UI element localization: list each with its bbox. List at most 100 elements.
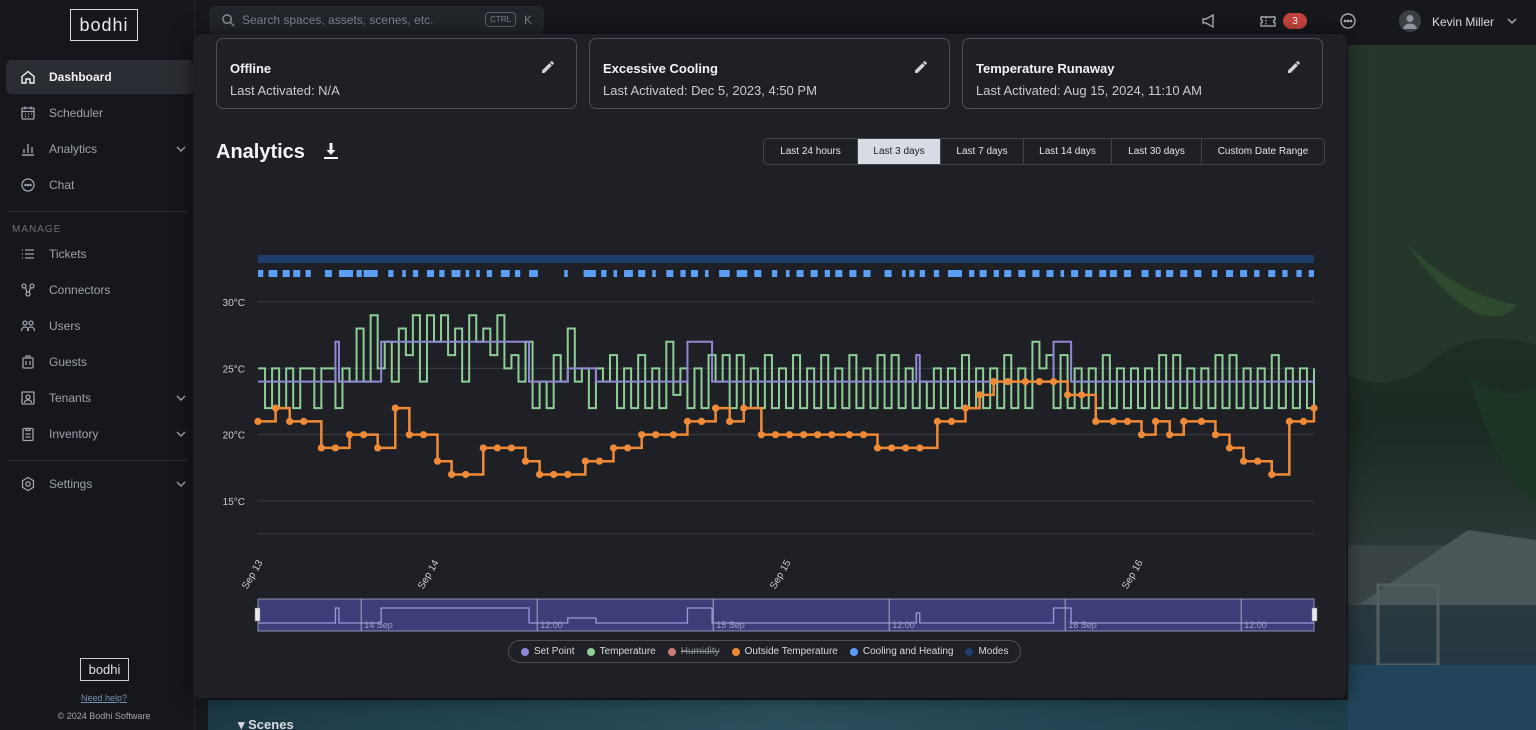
legend-item[interactable]: Modes xyxy=(965,646,1008,657)
cooling-heating-bar xyxy=(1308,270,1314,277)
legend-item[interactable]: Humidity xyxy=(667,646,720,657)
navigator-handle-left[interactable] xyxy=(254,607,261,622)
cooling-heating-bar xyxy=(1180,270,1188,277)
app-logo[interactable]: bodhi xyxy=(70,9,138,41)
sidebar-item-label: Analytics xyxy=(49,142,98,156)
megaphone-icon[interactable] xyxy=(1200,12,1218,30)
cooling-heating-bar xyxy=(476,270,480,277)
sidebar-item-inventory[interactable]: Inventory xyxy=(6,417,194,451)
analytics-chart[interactable]: 15°C 20°C 25°C 30°C Sep 13 Sep 14 Sep 15 Sep 16… xyxy=(193,34,1347,698)
range-button[interactable]: Last 24 hours xyxy=(764,139,858,164)
cooling-heating-bar xyxy=(402,270,406,277)
outside-temperature-point xyxy=(1254,457,1262,465)
cooling-heating-bar xyxy=(1155,270,1161,277)
range-button[interactable]: Last 30 days xyxy=(1112,139,1202,164)
outside-temperature-point xyxy=(448,470,456,479)
cooling-heating-bar xyxy=(902,270,906,277)
need-help-link[interactable]: Need help? xyxy=(80,693,128,703)
range-button[interactable]: Custom Date Range xyxy=(1217,146,1309,157)
navigator-handle-right[interactable] xyxy=(1311,607,1318,622)
chevron-down-icon[interactable] xyxy=(174,477,188,491)
outside-temperature-point xyxy=(331,444,340,452)
edit-icon[interactable] xyxy=(540,59,556,75)
cooling-heating-bar xyxy=(338,270,354,277)
footer-logo: bodhi xyxy=(80,658,129,681)
outside-temperature-point xyxy=(433,457,442,465)
sidebar-item-tickets[interactable]: Tickets xyxy=(6,237,194,271)
sidebar-item-settings[interactable]: Settings xyxy=(6,467,194,501)
outside-temperature-point xyxy=(771,431,780,439)
alert-title: Excessive Cooling xyxy=(603,61,718,76)
sidebar-item-guests[interactable]: Guests xyxy=(6,345,194,379)
cooling-heating-bar xyxy=(583,270,596,277)
outside-temperature-point xyxy=(1197,417,1205,425)
outside-temperature-point xyxy=(961,404,970,412)
outside-temperature-point xyxy=(1049,378,1058,386)
legend-swatch xyxy=(667,647,676,656)
navigator xyxy=(257,598,1315,632)
legend-item[interactable]: Temperature xyxy=(586,646,656,657)
divider xyxy=(6,460,188,461)
chart-legend: Set Point Temperature Humidity Outside T… xyxy=(508,640,1022,663)
user-name[interactable]: Kevin Miller xyxy=(1432,15,1495,29)
sidebar-item-chat[interactable]: Chat xyxy=(6,168,194,202)
outside-temperature-point xyxy=(609,444,618,452)
legend-item[interactable]: Outside Temperature xyxy=(731,646,838,657)
edit-icon[interactable] xyxy=(913,59,929,75)
outside-temperature-point xyxy=(785,431,794,439)
sidebar-item-connectors[interactable]: Connectors xyxy=(6,273,194,307)
range-button[interactable]: Last 7 days xyxy=(941,139,1024,164)
outside-temperature-point xyxy=(1092,417,1100,425)
cooling-heating-bar xyxy=(666,270,674,277)
cooling-heating-bar xyxy=(1085,270,1093,277)
sidebar-item-dashboard[interactable]: Dashboard xyxy=(6,60,194,94)
sidebar-item-users[interactable]: Users xyxy=(6,309,194,343)
cooling-heating-bar xyxy=(849,270,857,277)
divider xyxy=(6,211,188,212)
cooling-heating-bar xyxy=(1211,270,1218,277)
cooling-heating-bar xyxy=(638,270,646,277)
cooling-heating-bar xyxy=(1123,270,1131,277)
sidebar-item-label: Dashboard xyxy=(49,70,112,84)
cooling-heating-bar xyxy=(1032,270,1040,277)
sidebar-item-analytics[interactable]: Analytics xyxy=(6,132,194,166)
chevron-down-icon[interactable] xyxy=(1505,14,1519,28)
user-icon xyxy=(1403,15,1417,29)
search-input[interactable]: Search spaces, assets, scenes, etc. xyxy=(242,13,434,27)
alert-card-offline[interactable]: Offline Last Activated: N/A xyxy=(216,38,577,109)
ticket-icon[interactable] xyxy=(1259,12,1277,30)
chevron-down-icon[interactable] xyxy=(174,142,188,156)
chevron-down-icon[interactable] xyxy=(174,391,188,405)
outside-temperature-point xyxy=(652,431,660,439)
outside-temperature-point xyxy=(391,404,399,412)
cooling-heating-bar xyxy=(1109,270,1117,277)
range-button[interactable]: Last 14 days xyxy=(1024,139,1112,164)
alert-card-temperature-runaway[interactable]: Temperature Runaway Last Activated: Aug … xyxy=(962,38,1323,109)
download-icon[interactable] xyxy=(321,141,341,161)
scenes-label: Scenes xyxy=(248,717,294,730)
legend-label: Temperature xyxy=(599,646,656,657)
cooling-heating-bar xyxy=(564,270,568,277)
alert-card-excessive-cooling[interactable]: Excessive Cooling Last Activated: Dec 5,… xyxy=(589,38,950,109)
scenes-section-title[interactable]: ▾ Scenes xyxy=(238,717,294,730)
sidebar-item-scheduler[interactable]: Scheduler xyxy=(6,96,194,130)
cooling-heating-bar xyxy=(719,270,730,277)
legend-item[interactable]: Set Point xyxy=(521,646,575,657)
x-tick-label: Sep 16 xyxy=(1120,558,1146,591)
chevron-down-icon[interactable] xyxy=(174,427,188,441)
legend-label: Cooling and Heating xyxy=(862,646,954,657)
temperature-line xyxy=(258,314,1315,410)
legend-item[interactable]: Cooling and Heating xyxy=(849,646,954,657)
gear-icon xyxy=(21,476,35,492)
outside-temperature-point xyxy=(1211,431,1220,439)
cooling-heating-bar xyxy=(601,270,607,277)
cooling-heating-bar xyxy=(305,270,311,277)
edit-icon[interactable] xyxy=(1286,59,1302,75)
sidebar-item-tenants[interactable]: Tenants xyxy=(6,381,194,415)
avatar[interactable] xyxy=(1399,10,1421,32)
cooling-heating-bar xyxy=(969,270,975,277)
search-bar[interactable]: Search spaces, assets, scenes, etc. CTRL… xyxy=(209,6,544,34)
cooling-heating-bar xyxy=(690,270,698,277)
chat-icon[interactable] xyxy=(1339,12,1357,30)
range-button[interactable]: Last 3 days xyxy=(858,139,941,164)
